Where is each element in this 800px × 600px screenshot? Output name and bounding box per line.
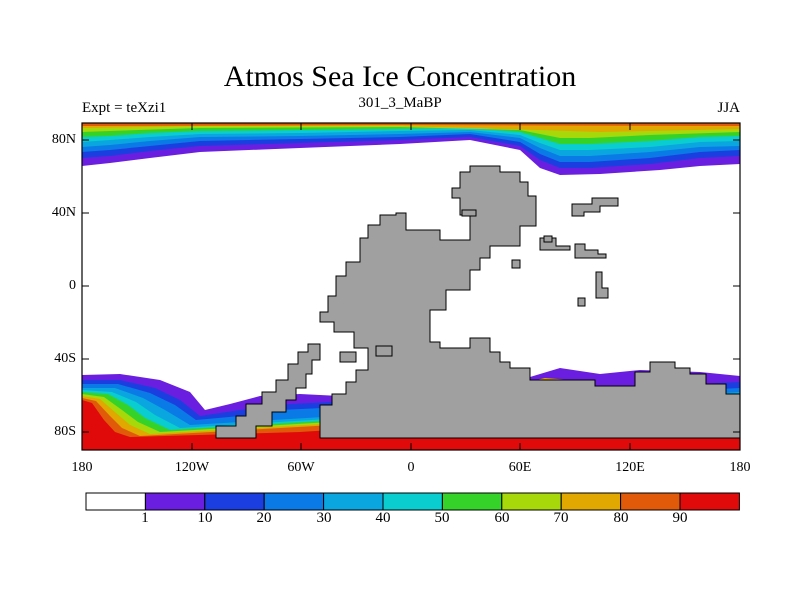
lon-label-0: 0 [407,460,415,475]
australia-spur [339,351,357,363]
south-america-block [215,343,321,439]
colorbar-swatch-5 [382,492,443,511]
colorbar-label-30: 30 [316,510,332,526]
colorbar-swatch-0 [85,492,146,511]
lat-label-0: 0 [69,278,76,293]
land-masses [215,165,740,439]
island-arc-2 [595,271,609,299]
colorbar-label-50: 50 [434,510,450,526]
colorbar-label-60: 60 [494,510,510,526]
colorbar-swatch-10 [679,492,740,511]
colorbar-swatch-7 [501,492,562,511]
island-chain [375,345,393,357]
chart-title: Atmos Sea Ice Concentration [223,60,577,93]
lat-label-40s: 40S [54,351,76,366]
lon-label-180w: 180 [71,460,93,475]
season-label: JJA [717,100,740,116]
island-small-3 [543,235,553,243]
lon-label-120e: 120E [615,460,645,475]
colorbar-swatch-9 [620,492,681,511]
colorbar-swatch-2 [204,492,265,511]
colorbar-label-70: 70 [553,510,569,526]
east-asia-island [571,197,619,217]
lon-label-60w: 60W [287,460,315,475]
colorbar-label-90: 90 [672,510,688,526]
colorbar-label-1: 1 [141,510,149,526]
colorbar-label-40: 40 [375,510,391,526]
lon-label-120w: 120W [174,460,210,475]
colorbar-label-20: 20 [256,510,272,526]
lon-label-60e: 60E [508,460,532,475]
colorbar [85,492,740,511]
lat-label-40n: 40N [51,205,76,220]
lat-label-80s: 80S [54,424,76,439]
island-small-2 [511,259,521,269]
colorbar-swatch-6 [441,492,503,511]
lon-label-180e: 180 [729,460,751,475]
axis-ticks [81,123,741,450]
colorbar-swatch-4 [323,492,384,511]
colorbar-label-10: 10 [197,510,213,526]
map-area [82,123,740,450]
colorbar-swatch-8 [560,492,622,511]
colorbar-swatch-1 [144,492,206,511]
island-small-4 [461,209,477,217]
lat-label-80n: 80N [51,132,76,147]
run-label: 301_3_MaBP [358,95,442,111]
colorbar-swatch-3 [263,492,325,511]
experiment-label: Expt = teXzi1 [82,100,167,116]
island-small [577,297,586,307]
island-arc-1 [574,243,607,259]
arctic-ice [82,123,740,175]
africa-eurasia [319,165,740,439]
colorbar-label-80: 80 [613,510,629,526]
